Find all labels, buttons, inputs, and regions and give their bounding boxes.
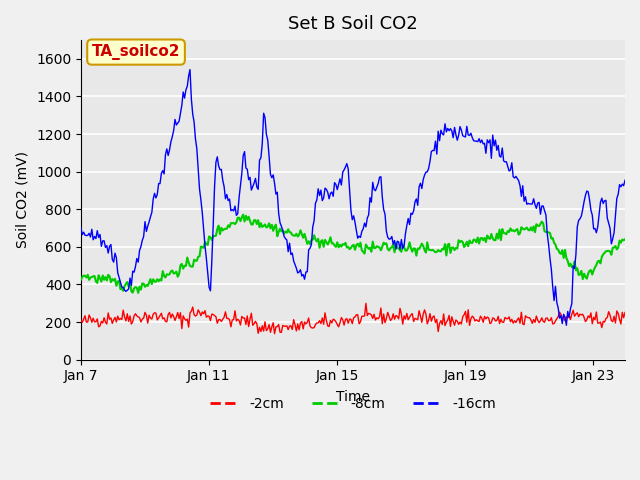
Text: TA_soilco2: TA_soilco2 — [92, 44, 180, 60]
Legend: -2cm, -8cm, -16cm: -2cm, -8cm, -16cm — [205, 392, 501, 417]
Y-axis label: Soil CO2 (mV): Soil CO2 (mV) — [15, 151, 29, 248]
Title: Set B Soil CO2: Set B Soil CO2 — [288, 15, 418, 33]
X-axis label: Time: Time — [336, 390, 370, 404]
